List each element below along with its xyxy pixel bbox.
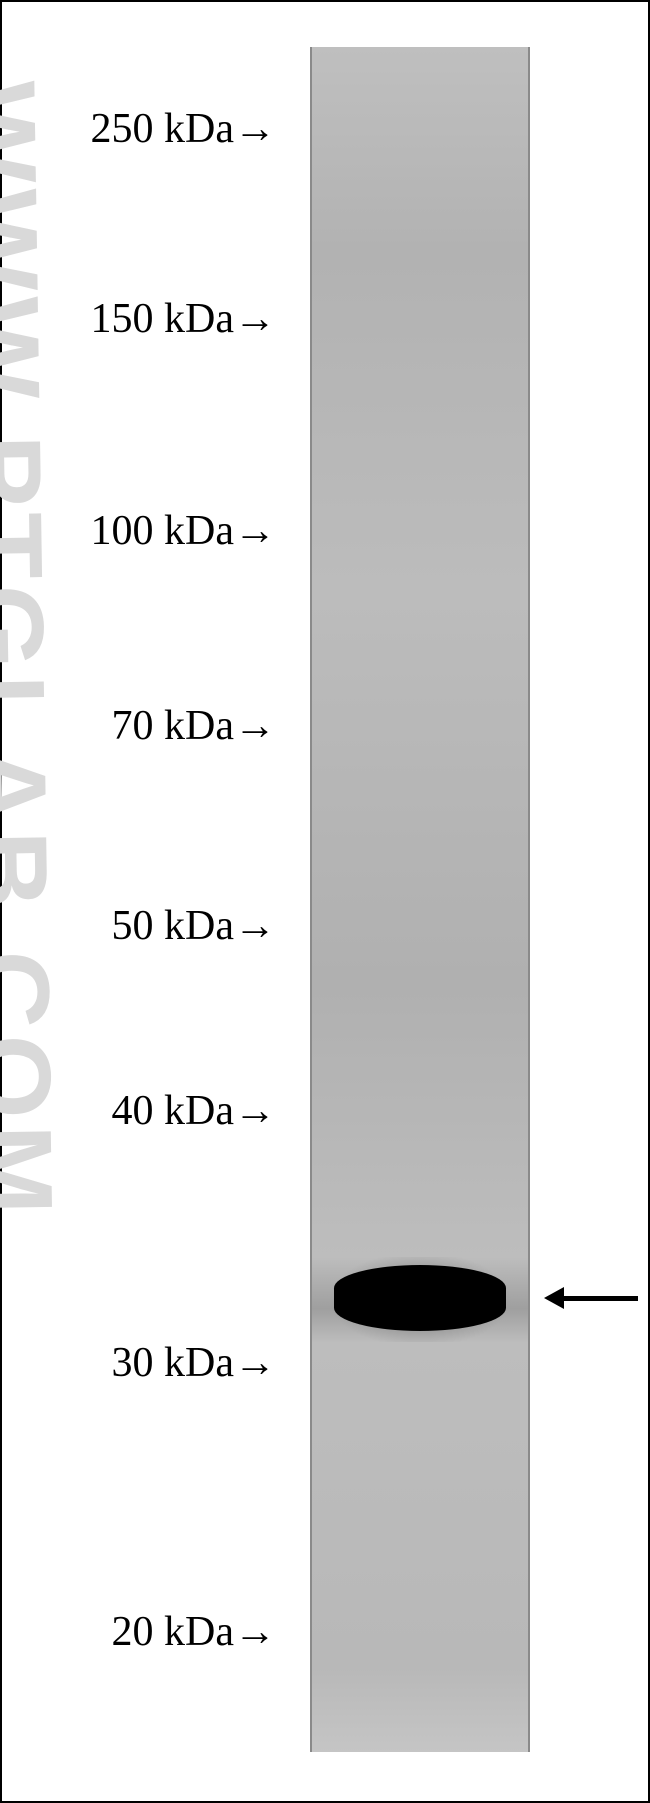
figure-container: WWW.PTGLAB.COM 250 kDa→ 150 kDa→ 100 kDa→ 7… bbox=[0, 0, 650, 1803]
marker-label-40kda: 40 kDa→ bbox=[112, 1087, 276, 1135]
arrow-shaft bbox=[562, 1296, 638, 1301]
arrow-left-icon bbox=[544, 1287, 564, 1309]
marker-label-70kda: 70 kDa→ bbox=[112, 702, 276, 750]
blot-lane bbox=[310, 47, 530, 1752]
watermark-text: WWW.PTGLAB.COM bbox=[0, 80, 78, 1222]
marker-label-50kda: 50 kDa→ bbox=[112, 902, 276, 950]
marker-label-250kda: 250 kDa→ bbox=[91, 105, 276, 153]
marker-label-150kda: 150 kDa→ bbox=[91, 295, 276, 343]
marker-label-30kda: 30 kDa→ bbox=[112, 1339, 276, 1387]
marker-label-20kda: 20 kDa→ bbox=[112, 1608, 276, 1656]
protein-band bbox=[334, 1265, 506, 1331]
marker-label-100kda: 100 kDa→ bbox=[91, 507, 276, 555]
